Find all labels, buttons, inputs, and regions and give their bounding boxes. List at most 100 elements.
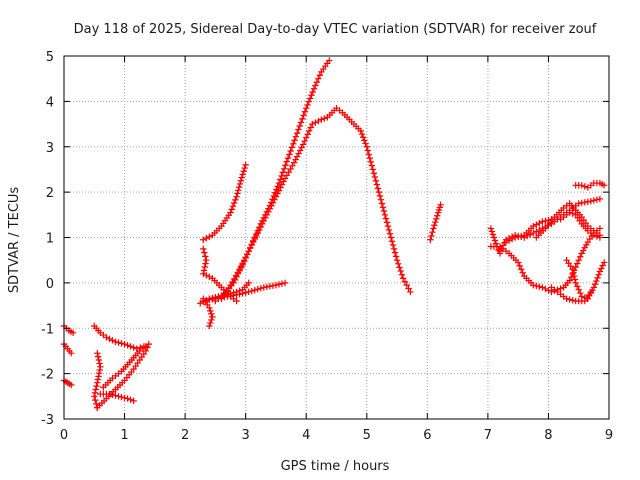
data-point — [280, 165, 288, 172]
data-point — [236, 180, 244, 188]
data-point — [533, 221, 540, 228]
data-point — [245, 247, 252, 255]
data-point — [382, 215, 390, 222]
data-point — [200, 267, 208, 274]
data-point — [257, 223, 265, 231]
data-point — [572, 279, 579, 287]
data-point — [95, 356, 103, 364]
data-point — [268, 202, 275, 209]
data-point — [68, 381, 75, 389]
data-point — [487, 225, 495, 232]
data-point — [591, 281, 599, 288]
data-point — [209, 294, 216, 302]
y-tick-label: 0 — [46, 277, 54, 292]
data-point — [201, 263, 208, 271]
data-point — [362, 140, 369, 147]
data-point — [533, 282, 540, 290]
y-tick-label: -2 — [41, 368, 54, 383]
data-point — [262, 214, 269, 222]
data-point — [242, 161, 249, 169]
data-point — [405, 285, 412, 292]
data-point — [200, 245, 207, 253]
data-point — [536, 219, 543, 227]
data-point — [115, 339, 122, 346]
data-point — [306, 95, 314, 102]
data-point — [545, 287, 552, 294]
data-point — [279, 169, 287, 176]
data-point — [112, 392, 119, 399]
data-point — [306, 127, 313, 135]
data-point — [245, 288, 252, 296]
data-point — [557, 285, 564, 292]
data-point — [94, 350, 101, 357]
data-point — [309, 88, 316, 96]
y-tick-labels: -3 -2 -1 0 1 2 3 4 5 — [41, 50, 54, 428]
data-point — [427, 236, 434, 243]
data-point — [499, 242, 507, 249]
data-point — [496, 247, 504, 255]
data-point — [92, 386, 99, 393]
data-points — [60, 57, 608, 411]
data-point — [292, 156, 299, 163]
data-point — [375, 188, 383, 196]
data-point — [390, 245, 398, 253]
data-point — [94, 379, 101, 386]
data-point — [142, 343, 149, 350]
data-point — [310, 85, 318, 92]
data-point — [388, 238, 396, 245]
data-point — [433, 215, 440, 223]
data-point — [95, 369, 103, 377]
data-point — [291, 137, 298, 144]
data-point — [277, 184, 284, 191]
data-point — [296, 147, 304, 154]
data-point — [437, 201, 444, 209]
x-tick-label: 7 — [484, 428, 492, 443]
data-point — [392, 253, 400, 260]
data-point — [321, 115, 328, 122]
data-point — [227, 290, 234, 297]
data-point — [397, 267, 404, 275]
data-point — [206, 322, 213, 330]
data-point — [109, 391, 116, 398]
data-point — [371, 173, 379, 181]
data-point — [567, 274, 575, 281]
x-tick-label: 2 — [181, 428, 189, 443]
data-point — [292, 133, 300, 140]
data-point — [257, 285, 265, 292]
data-point — [366, 154, 374, 162]
data-point — [514, 259, 522, 266]
data-point — [121, 340, 128, 348]
data-point — [566, 296, 573, 303]
data-point — [596, 232, 604, 239]
data-point — [578, 182, 585, 189]
data-point — [396, 264, 403, 271]
data-point — [594, 274, 601, 282]
data-point — [96, 366, 103, 374]
data-point — [542, 217, 549, 225]
data-point — [305, 98, 313, 105]
data-point — [208, 316, 215, 324]
data-point — [524, 232, 531, 240]
y-tick-label: 1 — [46, 232, 54, 247]
data-point — [236, 287, 243, 295]
data-point — [387, 234, 395, 241]
data-point — [241, 164, 248, 172]
data-point — [434, 212, 441, 219]
data-point — [124, 395, 131, 402]
data-point — [237, 263, 245, 270]
data-point — [251, 286, 258, 294]
data-point — [290, 159, 298, 166]
data-point — [369, 166, 377, 173]
data-point — [383, 219, 391, 226]
data-point — [269, 199, 277, 206]
y-tick-label: -1 — [41, 322, 54, 337]
data-point — [304, 101, 311, 109]
data-point — [308, 92, 315, 99]
data-point — [527, 231, 534, 238]
data-point — [395, 260, 402, 268]
data-point — [304, 131, 311, 138]
data-point — [109, 337, 116, 344]
data-point — [378, 200, 386, 207]
data-point — [542, 285, 549, 293]
data-point — [238, 174, 245, 181]
